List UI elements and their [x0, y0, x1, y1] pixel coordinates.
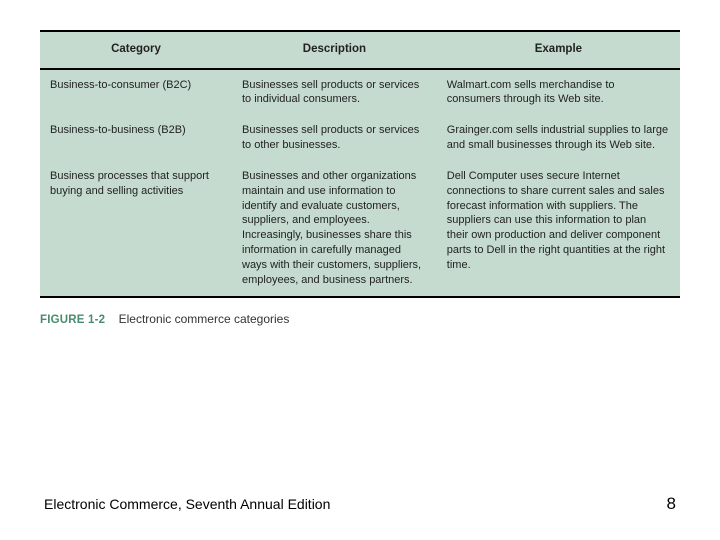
- table-row: Business-to-consumer (B2C) Businesses se…: [40, 69, 680, 116]
- slide-page: Category Description Example Business-to…: [0, 0, 720, 540]
- cell-example: Walmart.com sells merchandise to consume…: [437, 69, 680, 116]
- cell-example: Grainger.com sells industrial supplies t…: [437, 115, 680, 161]
- cell-category: Business-to-consumer (B2C): [40, 69, 232, 116]
- table-row: Business processes that support buying a…: [40, 161, 680, 297]
- page-number: 8: [667, 494, 676, 514]
- table-header-row: Category Description Example: [40, 31, 680, 69]
- ecommerce-categories-table: Category Description Example Business-to…: [40, 30, 680, 298]
- cell-description: Businesses and other organizations maint…: [232, 161, 437, 297]
- figure-caption-text: Electronic commerce categories: [119, 312, 290, 326]
- cell-example: Dell Computer uses secure Internet conne…: [437, 161, 680, 297]
- book-title: Electronic Commerce, Seventh Annual Edit…: [44, 496, 330, 512]
- column-header-example: Example: [437, 31, 680, 69]
- cell-description: Businesses sell products or services to …: [232, 115, 437, 161]
- cell-description: Businesses sell products or services to …: [232, 69, 437, 116]
- column-header-category: Category: [40, 31, 232, 69]
- slide-footer: Electronic Commerce, Seventh Annual Edit…: [44, 494, 676, 514]
- cell-category: Business-to-business (B2B): [40, 115, 232, 161]
- figure-label: FIGURE 1-2: [40, 314, 105, 326]
- figure-caption: FIGURE 1-2 Electronic commerce categorie…: [40, 312, 680, 326]
- column-header-description: Description: [232, 31, 437, 69]
- table-row: Business-to-business (B2B) Businesses se…: [40, 115, 680, 161]
- cell-category: Business processes that support buying a…: [40, 161, 232, 297]
